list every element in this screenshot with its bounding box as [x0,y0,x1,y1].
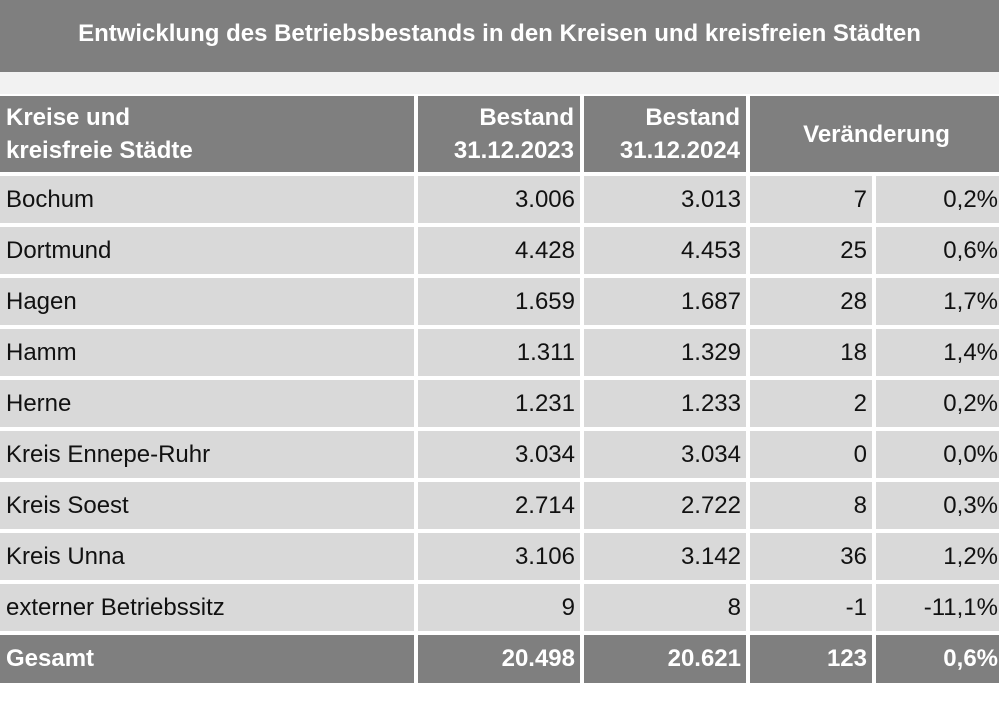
cell-name: externer Betriebssitz [0,584,414,631]
cell-name: Hamm [0,329,414,376]
header-bestand-2024-line2: 31.12.2024 [619,137,740,164]
cell-veraenderung-absolut: 25 [750,227,872,274]
cell-bestand-2024: 8 [584,584,746,631]
cell-veraenderung-absolut: 8 [750,482,872,529]
cell-bestand-2023: 4.428 [418,227,580,274]
table-row: Kreis Ennepe-Ruhr 3.034 3.034 0 0,0% [0,431,999,478]
cell-veraenderung-absolut: 2 [750,380,872,427]
total-cell-veraenderung-prozent: 0,6% [876,635,999,683]
cell-bestand-2024: 1.687 [584,278,746,325]
title-divider [0,72,999,94]
cell-name: Kreis Soest [0,482,414,529]
cell-bestand-2023: 1.311 [418,329,580,376]
cell-bestand-2023: 3.106 [418,533,580,580]
cell-veraenderung-prozent: -11,1% [876,584,999,631]
cell-name: Hagen [0,278,414,325]
cell-veraenderung-prozent: 0,3% [876,482,999,529]
total-row: Gesamt 20.498 20.621 123 0,6% [0,635,999,683]
cell-bestand-2024: 3.034 [584,431,746,478]
table-row: Bochum 3.006 3.013 7 0,2% [0,176,999,223]
cell-veraenderung-absolut: 28 [750,278,872,325]
cell-bestand-2024: 2.722 [584,482,746,529]
cell-veraenderung-absolut: 36 [750,533,872,580]
table-row: Kreis Soest 2.714 2.722 8 0,3% [0,482,999,529]
cell-bestand-2023: 3.006 [418,176,580,223]
table-row: externer Betriebssitz 9 8 -1 -11,1% [0,584,999,631]
total-cell-name: Gesamt [0,635,414,683]
cell-veraenderung-absolut: 18 [750,329,872,376]
cell-veraenderung-absolut: -1 [750,584,872,631]
header-bestand-2024: Bestand 31.12.2024 [584,96,746,172]
header-kreise: Kreise und kreisfreie Städte [0,96,414,172]
table-title: Entwicklung des Betriebsbestands in den … [0,0,999,72]
cell-bestand-2024: 4.453 [584,227,746,274]
table-row: Hagen 1.659 1.687 28 1,7% [0,278,999,325]
cell-veraenderung-absolut: 7 [750,176,872,223]
cell-bestand-2023: 3.034 [418,431,580,478]
cell-veraenderung-prozent: 1,4% [876,329,999,376]
header-bestand-2023-line1: Bestand [479,104,574,131]
header-bestand-2023-line2: 31.12.2023 [453,137,574,164]
cell-bestand-2023: 1.659 [418,278,580,325]
cell-bestand-2024: 3.013 [584,176,746,223]
cell-veraenderung-prozent: 0,2% [876,176,999,223]
header-kreise-line2: kreisfreie Städte [6,137,193,164]
betriebsbestand-table: Kreise und kreisfreie Städte Bestand 31.… [0,92,999,687]
total-cell-bestand-2024: 20.621 [584,635,746,683]
cell-veraenderung-prozent: 1,2% [876,533,999,580]
cell-veraenderung-prozent: 0,0% [876,431,999,478]
cell-veraenderung-prozent: 1,7% [876,278,999,325]
cell-bestand-2023: 2.714 [418,482,580,529]
cell-name: Bochum [0,176,414,223]
cell-veraenderung-prozent: 0,6% [876,227,999,274]
total-cell-bestand-2023: 20.498 [418,635,580,683]
header-veraenderung: Veränderung [750,96,999,172]
cell-bestand-2024: 3.142 [584,533,746,580]
cell-name: Kreis Unna [0,533,414,580]
cell-name: Herne [0,380,414,427]
table-row: Hamm 1.311 1.329 18 1,4% [0,329,999,376]
header-row: Kreise und kreisfreie Städte Bestand 31.… [0,96,999,172]
table-row: Herne 1.231 1.233 2 0,2% [0,380,999,427]
cell-name: Dortmund [0,227,414,274]
table-row: Kreis Unna 3.106 3.142 36 1,2% [0,533,999,580]
header-bestand-2024-line1: Bestand [645,104,740,131]
cell-name: Kreis Ennepe-Ruhr [0,431,414,478]
cell-bestand-2024: 1.233 [584,380,746,427]
cell-veraenderung-prozent: 0,2% [876,380,999,427]
cell-bestand-2023: 9 [418,584,580,631]
cell-veraenderung-absolut: 0 [750,431,872,478]
cell-bestand-2024: 1.329 [584,329,746,376]
cell-bestand-2023: 1.231 [418,380,580,427]
header-bestand-2023: Bestand 31.12.2023 [418,96,580,172]
header-kreise-line1: Kreise und [6,104,131,131]
table-row: Dortmund 4.428 4.453 25 0,6% [0,227,999,274]
total-cell-veraenderung-absolut: 123 [750,635,872,683]
